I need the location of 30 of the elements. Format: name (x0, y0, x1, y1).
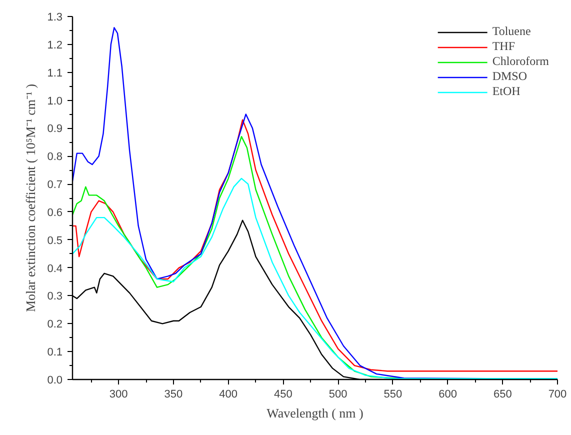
y-tick-label: 0.6 (47, 206, 63, 219)
legend-label: EtOH (492, 84, 520, 99)
y-tick-label: 0.1 (47, 346, 63, 359)
x-tick-label: 550 (384, 388, 402, 400)
legend-label: THF (492, 39, 515, 54)
x-tick-label: 300 (109, 388, 128, 400)
legend-label: DMSO (492, 69, 528, 84)
y-tick-label: 0.3 (47, 290, 63, 303)
y-tick-label: 0.7 (47, 179, 63, 192)
x-tick-label: 600 (438, 388, 457, 400)
x-tick-label: 700 (548, 388, 567, 400)
legend-label: Toluene (492, 24, 531, 39)
y-tick-label: 1.1 (47, 67, 63, 80)
y-tick-label: 0.4 (47, 262, 63, 275)
y-tick-label: 1.0 (47, 95, 63, 108)
x-axis-title: Wavelength ( nm ) (266, 406, 364, 420)
y-axis-title: Molar extinction coefficient ( 10⁵M⁻¹ cm⁻¹ ) (23, 84, 38, 312)
y-tick-label: 0.2 (47, 318, 63, 331)
y-tick-label: 0.5 (47, 234, 63, 247)
y-tick-label: 0.9 (47, 123, 63, 136)
x-tick-label: 500 (328, 388, 348, 400)
y-tick-label: 1.2 (47, 39, 63, 52)
y-tick-label: 1.3 (47, 12, 63, 24)
x-tick-label: 450 (274, 388, 292, 400)
x-tick-label: 650 (493, 388, 512, 400)
y-tick-label: 0.0 (47, 374, 63, 386)
x-tick-label: 350 (164, 388, 183, 400)
x-tick-label: 400 (219, 388, 238, 400)
legend-label: Chloroform (492, 54, 549, 69)
y-tick-label: 0.8 (47, 151, 63, 164)
